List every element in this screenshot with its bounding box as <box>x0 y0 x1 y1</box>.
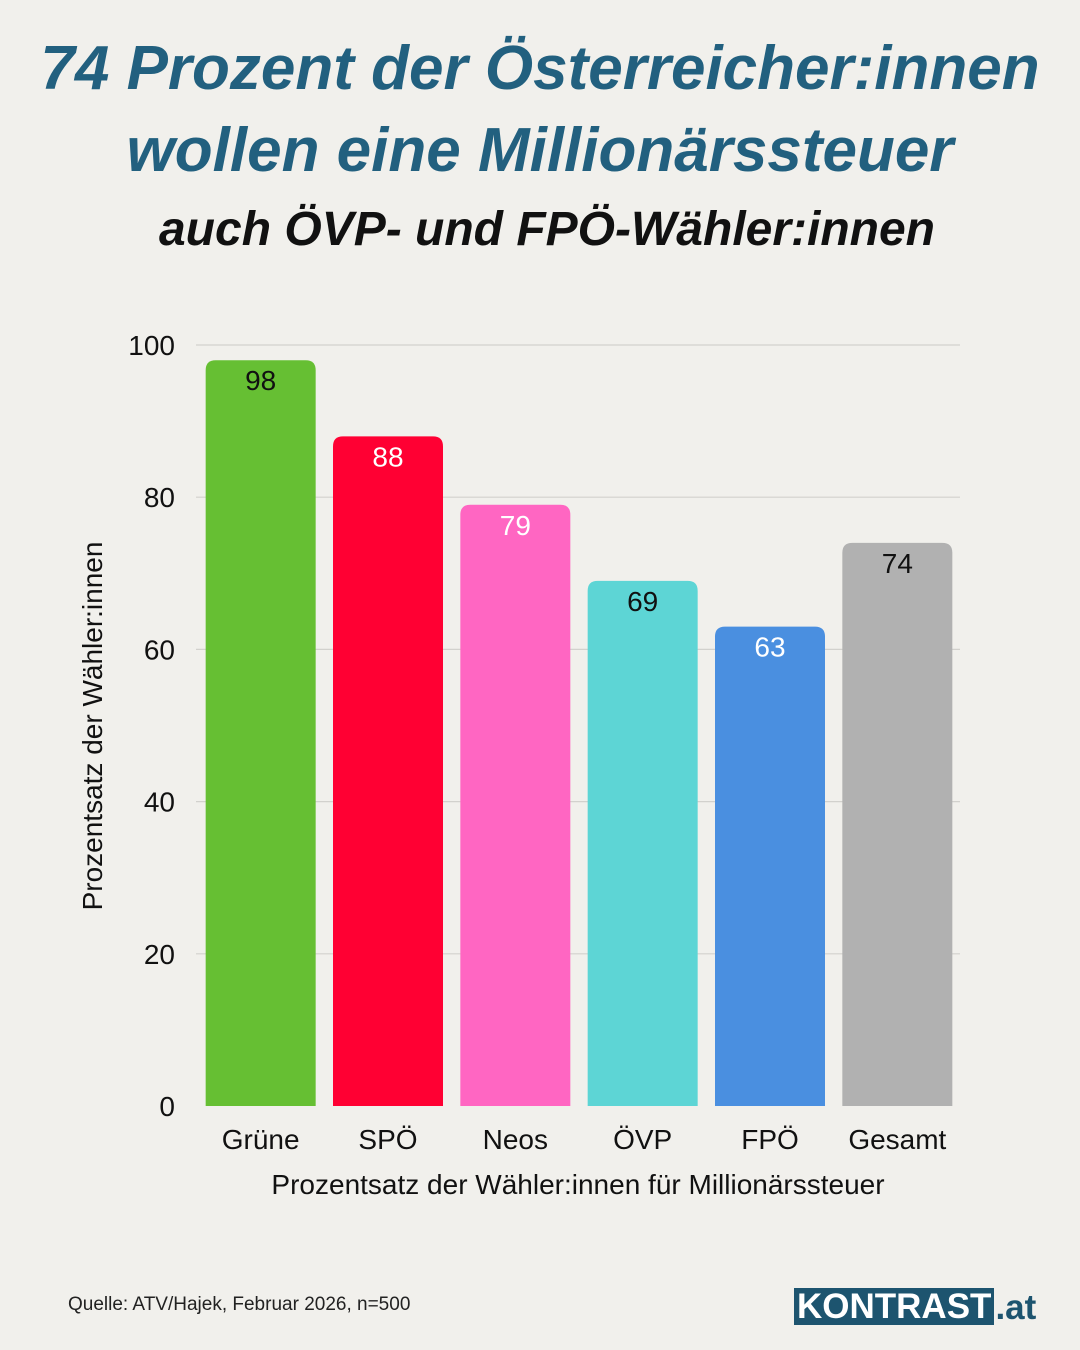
subtitle: auch ÖVP- und FPÖ-Wähler:innen <box>158 203 935 256</box>
x-tick-labels: Grüne SPÖ Neos ÖVP FPÖ Gesamt <box>222 1124 947 1155</box>
y-tick-label: 80 <box>144 482 175 513</box>
bar-2 <box>460 504 571 1106</box>
gridlines <box>196 344 960 955</box>
data-label: 63 <box>754 632 785 663</box>
bar-4 <box>715 626 825 1106</box>
y-tick-labels: 0 20 40 60 80 100 <box>128 330 175 1122</box>
x-tick-label: FPÖ <box>741 1124 799 1155</box>
kontrast-logo: KONTRAST .at <box>794 1288 1036 1325</box>
y-tick-label: 40 <box>144 787 175 818</box>
y-tick-label: 100 <box>128 330 175 361</box>
source-note: Quelle: ATV/Hajek, Februar 2026, n=500 <box>68 1294 411 1315</box>
y-tick-label: 60 <box>144 634 175 665</box>
data-label: 74 <box>882 548 913 579</box>
x-tick-label: SPÖ <box>358 1124 417 1155</box>
data-label: 98 <box>245 365 276 396</box>
bar-5 <box>842 542 953 1106</box>
bar-1 <box>333 436 443 1106</box>
bar-0 <box>205 360 316 1107</box>
title-line-1: 74 Prozent der Österreicher:innen <box>40 34 1040 103</box>
y-axis-label: Prozentsatz der Wähler:innen <box>77 542 108 911</box>
logo-wordmark: KONTRAST <box>794 1288 995 1325</box>
x-tick-label: Gesamt <box>848 1124 946 1155</box>
y-tick-label: 20 <box>144 939 175 970</box>
data-label: 69 <box>627 586 658 617</box>
y-tick-label: 0 <box>159 1091 175 1122</box>
x-tick-label: Grüne <box>222 1124 300 1155</box>
title-line-2: wollen eine Millionärssteuer <box>126 116 954 185</box>
logo-tld: .at <box>995 1288 1037 1327</box>
x-tick-label: Neos <box>483 1124 548 1155</box>
data-label: 79 <box>500 510 531 541</box>
bar-3 <box>587 580 698 1106</box>
bars: 98 88 79 69 63 74 <box>205 360 953 1107</box>
x-tick-label: ÖVP <box>613 1124 672 1155</box>
x-axis-label: Prozentsatz der Wähler:innen für Million… <box>271 1169 884 1200</box>
data-label: 88 <box>372 441 403 472</box>
